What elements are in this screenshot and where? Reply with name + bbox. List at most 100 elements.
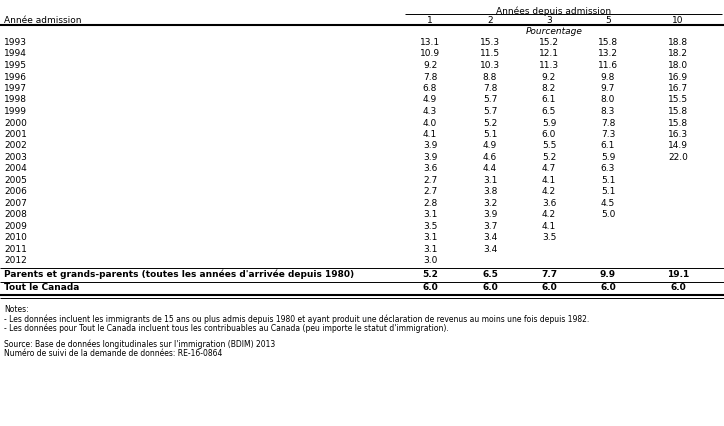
Text: 16.7: 16.7 [668, 84, 688, 93]
Text: 15.5: 15.5 [668, 95, 688, 104]
Text: 3.4: 3.4 [483, 245, 497, 253]
Text: 6.1: 6.1 [542, 95, 556, 104]
Text: Source: Base de données longitudinales sur l'immigration (BDIM) 2013: Source: Base de données longitudinales s… [4, 339, 275, 348]
Text: 1993: 1993 [4, 38, 27, 47]
Text: 5.2: 5.2 [483, 118, 497, 127]
Text: 5.9: 5.9 [542, 118, 556, 127]
Text: 8.2: 8.2 [542, 84, 556, 93]
Text: Tout le Canada: Tout le Canada [4, 283, 80, 292]
Text: 5.7: 5.7 [483, 107, 497, 116]
Text: 8.8: 8.8 [483, 72, 497, 81]
Text: 2: 2 [487, 16, 493, 25]
Text: 10: 10 [673, 16, 683, 25]
Text: 10.3: 10.3 [480, 61, 500, 70]
Text: 15.3: 15.3 [480, 38, 500, 47]
Text: 5.2: 5.2 [542, 153, 556, 161]
Text: 6.5: 6.5 [482, 269, 498, 278]
Text: 1995: 1995 [4, 61, 27, 70]
Text: 7.8: 7.8 [483, 84, 497, 93]
Text: 3.9: 3.9 [483, 210, 497, 219]
Text: 5.2: 5.2 [422, 269, 438, 278]
Text: 3.1: 3.1 [423, 233, 437, 242]
Text: 9.9: 9.9 [600, 269, 616, 278]
Text: 2004: 2004 [4, 164, 27, 173]
Text: 6.0: 6.0 [542, 130, 556, 139]
Text: 3.4: 3.4 [483, 233, 497, 242]
Text: 2.8: 2.8 [423, 199, 437, 207]
Text: 6.0: 6.0 [541, 283, 557, 292]
Text: 11.5: 11.5 [480, 49, 500, 58]
Text: 10.9: 10.9 [420, 49, 440, 58]
Text: 4.1: 4.1 [542, 176, 556, 184]
Text: 18.8: 18.8 [668, 38, 688, 47]
Text: 9.2: 9.2 [542, 72, 556, 81]
Text: 3: 3 [546, 16, 552, 25]
Text: 18.0: 18.0 [668, 61, 688, 70]
Text: 3.6: 3.6 [542, 199, 556, 207]
Text: 11.3: 11.3 [539, 61, 559, 70]
Text: 2001: 2001 [4, 130, 27, 139]
Text: 15.2: 15.2 [539, 38, 559, 47]
Text: 3.6: 3.6 [423, 164, 437, 173]
Text: 4.2: 4.2 [542, 210, 556, 219]
Text: 2010: 2010 [4, 233, 27, 242]
Text: 15.8: 15.8 [598, 38, 618, 47]
Text: Notes:: Notes: [4, 304, 29, 313]
Text: 4.5: 4.5 [601, 199, 615, 207]
Text: 5.7: 5.7 [483, 95, 497, 104]
Text: 2.7: 2.7 [423, 187, 437, 196]
Text: 5: 5 [605, 16, 611, 25]
Text: 3.8: 3.8 [483, 187, 497, 196]
Text: 2011: 2011 [4, 245, 27, 253]
Text: 2003: 2003 [4, 153, 27, 161]
Text: Numéro de suivi de la demande de données: RE-16-0864: Numéro de suivi de la demande de données… [4, 348, 222, 357]
Text: 11.6: 11.6 [598, 61, 618, 70]
Text: 22.0: 22.0 [668, 153, 688, 161]
Text: 19.1: 19.1 [667, 269, 689, 278]
Text: Années depuis admission: Années depuis admission [497, 6, 612, 15]
Text: 4.1: 4.1 [423, 130, 437, 139]
Text: 7.8: 7.8 [601, 118, 615, 127]
Text: - Les données pour Tout le Canada incluent tous les contribuables au Canada (peu: - Les données pour Tout le Canada inclue… [4, 323, 449, 333]
Text: 4.2: 4.2 [542, 187, 556, 196]
Text: 5.1: 5.1 [601, 176, 615, 184]
Text: 3.1: 3.1 [483, 176, 497, 184]
Text: 7.8: 7.8 [423, 72, 437, 81]
Text: 1996: 1996 [4, 72, 27, 81]
Text: - Les données incluent les immigrants de 15 ans ou plus admis depuis 1980 et aya: - Les données incluent les immigrants de… [4, 314, 589, 323]
Text: 3.0: 3.0 [423, 256, 437, 265]
Text: 18.2: 18.2 [668, 49, 688, 58]
Text: 5.5: 5.5 [542, 141, 556, 150]
Text: 2012: 2012 [4, 256, 27, 265]
Text: 15.8: 15.8 [668, 107, 688, 116]
Text: 9.7: 9.7 [601, 84, 615, 93]
Text: 3.9: 3.9 [423, 141, 437, 150]
Text: 2008: 2008 [4, 210, 27, 219]
Text: 1999: 1999 [4, 107, 27, 116]
Text: 4.3: 4.3 [423, 107, 437, 116]
Text: 3.5: 3.5 [423, 222, 437, 230]
Text: 4.0: 4.0 [423, 118, 437, 127]
Text: 5.1: 5.1 [601, 187, 615, 196]
Text: 4.6: 4.6 [483, 153, 497, 161]
Text: 6.0: 6.0 [482, 283, 498, 292]
Text: 1998: 1998 [4, 95, 27, 104]
Text: 1994: 1994 [4, 49, 27, 58]
Text: 3.2: 3.2 [483, 199, 497, 207]
Text: 2007: 2007 [4, 199, 27, 207]
Text: 2005: 2005 [4, 176, 27, 184]
Text: 6.0: 6.0 [600, 283, 616, 292]
Text: 3.1: 3.1 [423, 245, 437, 253]
Text: 12.1: 12.1 [539, 49, 559, 58]
Text: 16.9: 16.9 [668, 72, 688, 81]
Text: Pourcentage: Pourcentage [526, 27, 582, 36]
Text: Année admission: Année admission [4, 16, 82, 25]
Text: 8.0: 8.0 [601, 95, 615, 104]
Text: 2.7: 2.7 [423, 176, 437, 184]
Text: 6.5: 6.5 [542, 107, 556, 116]
Text: 14.9: 14.9 [668, 141, 688, 150]
Text: 7.3: 7.3 [601, 130, 615, 139]
Text: 3.5: 3.5 [542, 233, 556, 242]
Text: 5.0: 5.0 [601, 210, 615, 219]
Text: 3.1: 3.1 [423, 210, 437, 219]
